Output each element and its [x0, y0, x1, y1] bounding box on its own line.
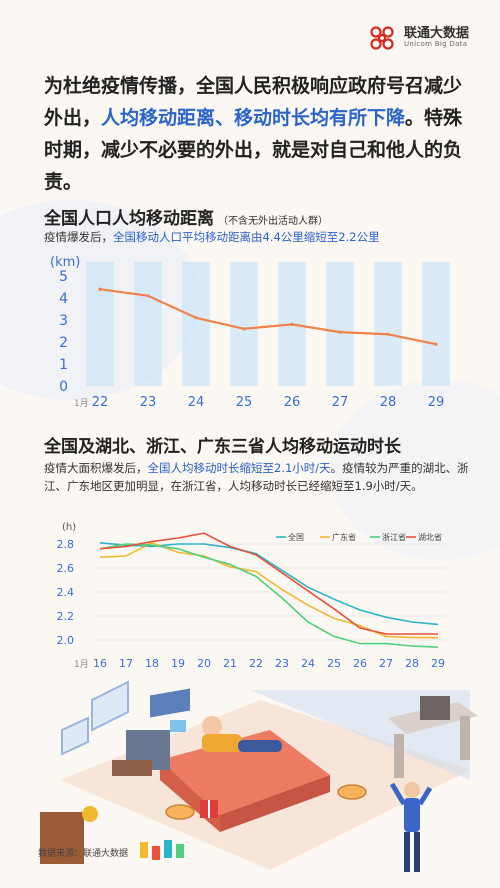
chart1-subtitle-highlight: 全国移动人口平均移动距离由4.4公里缩短至2.2公里 — [113, 230, 380, 244]
chart2-y-tick-label: 2.6 — [57, 562, 75, 575]
chart1-data-point — [146, 294, 150, 298]
chart2-legend-label: 浙江省 — [382, 532, 406, 542]
chart1-x-tick-label: 27 — [332, 395, 349, 410]
chart1-subtitle-text: 疫情爆发后， — [44, 230, 113, 244]
chart1-data-point — [242, 327, 246, 331]
chart1-y-axis-label: (km) — [50, 255, 80, 270]
unicom-logo-icon — [370, 26, 394, 50]
logo-name-cn: 联通大数据 — [404, 26, 470, 41]
cups-icon — [140, 840, 184, 860]
chart2-series-line — [99, 543, 439, 648]
chart2-legend-label: 湖北省 — [418, 532, 442, 542]
chart1-x-tick-label: 26 — [284, 395, 301, 410]
chart1-x-prefix: 1月 — [74, 398, 89, 409]
chart1-title-text: 全国人口人均移动距离 — [44, 209, 214, 229]
intro-paragraph: 为杜绝疫情传播，全国人民积极响应政府号召减少外出，人均移动距离、移动时长均有所下… — [44, 70, 474, 198]
chart2-y-axis-label: (h) — [62, 522, 76, 533]
chart2-x-tick-label: 22 — [249, 657, 263, 670]
chart2-subtitle: 疫情大面积爆发后，全国人均移动时长缩短至2.1小时/天。疫情较为严重的湖北、浙江… — [44, 459, 474, 495]
chart2-x-tick-label: 16 — [93, 657, 107, 670]
chart2-legend-label: 广东省 — [332, 532, 356, 542]
chart1-y-tick-label: 0 — [59, 379, 68, 395]
picture-frame-icon — [61, 680, 129, 756]
chart2-legend-label: 全国 — [288, 532, 304, 542]
intro-text: 为杜绝疫情传播，全国人民积极响应政府号召减少外出， — [44, 75, 463, 129]
chart2-x-tick-label: 26 — [353, 657, 367, 670]
data-source: 数据来源：联通大数据 — [38, 846, 128, 859]
chart1-data-point — [290, 322, 294, 326]
chart2-x-tick-label: 23 — [275, 657, 289, 670]
chart2-subtitle-highlight: 全国人均移动时长缩短至2.1小时/天 — [147, 461, 331, 475]
chart2-x-tick-label: 19 — [171, 657, 185, 670]
chart1-background-bar — [134, 262, 162, 386]
chart2-y-tick-label: 2.8 — [57, 538, 75, 551]
chart2-x-tick-label: 27 — [379, 657, 393, 670]
person-on-bed-icon — [170, 716, 282, 752]
chart2-y-tick-label: 2.4 — [57, 586, 75, 599]
intro-highlight: 人均移动距离、移动时长均有所下降 — [101, 107, 406, 129]
chart2-x-tick-label: 24 — [301, 657, 315, 670]
chart1-background-bar — [374, 262, 402, 386]
chart2-y-tick-label: 2.2 — [57, 610, 75, 623]
background-blob — [330, 380, 500, 560]
phone-icon — [170, 720, 186, 732]
chart1-y-tick-label: 2 — [59, 335, 68, 351]
chart2-series-line — [99, 541, 438, 639]
pizza-icon — [165, 784, 367, 820]
chart1-y-tick-label: 3 — [59, 313, 68, 329]
gift-box-icon — [200, 800, 218, 818]
desk-icon — [388, 696, 478, 778]
chart1-x-tick-label: 22 — [92, 395, 109, 410]
chart1-title-note: （不含无外出活动人群） — [218, 216, 328, 227]
chart2-x-tick-label: 18 — [145, 657, 159, 670]
intro-text: 。特殊时期，减少不必要的外出，就是对自己和他人的负责。 — [44, 107, 463, 193]
chart1-background-bar — [230, 262, 258, 386]
chart2-y-tick-label: 2.0 — [57, 634, 75, 647]
logo-name-en: Unicom Big Data — [404, 40, 468, 49]
chart2-x-tick-label: 17 — [119, 657, 133, 670]
chart2-title: 全国及湖北、浙江、广东三省人均移动运动时长 — [44, 437, 401, 457]
data-source-label: 数据来源： — [38, 849, 84, 859]
chart2-x-tick-label: 29 — [431, 657, 445, 670]
chart1-y-tick-label: 1 — [59, 357, 68, 373]
data-source-value: 联通大数据 — [83, 849, 129, 859]
chart1-data-point — [98, 287, 102, 291]
chart1-data-point — [338, 330, 342, 334]
chart1-background-bar — [86, 262, 114, 386]
cabinet-icon — [40, 806, 98, 864]
lamp-icon — [82, 806, 98, 822]
chart1-y-tick-label: 5 — [59, 269, 68, 285]
chart2-x-tick-label: 28 — [405, 657, 419, 670]
chart2-series-line — [99, 532, 438, 635]
chart1-x-tick-label: 24 — [188, 395, 205, 410]
tv-icon — [112, 730, 170, 776]
chart1-data-point — [434, 342, 438, 346]
chart1-title: 全国人口人均移动距离 （不含无外出活动人群） — [44, 204, 328, 229]
chart1-x-tick-label: 29 — [428, 395, 445, 410]
chart2-x-tick-label: 21 — [223, 657, 237, 670]
chart2-x-tick-label: 25 — [327, 657, 341, 670]
chart1-subtitle: 疫情爆发后，全国移动人口平均移动距离由4.4公里缩短至2.2公里 — [44, 229, 380, 245]
chart1-data-point — [194, 316, 198, 320]
chart1-series-line — [99, 288, 437, 346]
chart1-x-tick-label: 28 — [380, 395, 397, 410]
chart2-subtitle-text: 。疫情较为严重的湖北、浙江、广东地区更加明显，在浙江省，人均移动时长已经缩短至1… — [44, 461, 469, 493]
logo: 联通大数据 Unicom Big Data — [366, 22, 469, 54]
chart1-data-point — [386, 332, 390, 336]
chart1-background-bar — [422, 262, 450, 386]
chart2-x-tick-label: 20 — [197, 657, 211, 670]
chart1-x-tick-label: 25 — [236, 395, 253, 410]
monitor-icon — [420, 696, 450, 720]
chart1-background-bar — [326, 262, 354, 386]
dancing-person-icon — [389, 782, 433, 872]
chart2-subtitle-text: 疫情大面积爆发后， — [44, 461, 148, 475]
chart1-background-bar — [182, 262, 210, 386]
chart1-y-tick-label: 4 — [59, 291, 68, 307]
chart1-x-tick-label: 23 — [140, 395, 157, 410]
chart2-x-prefix: 1月 — [74, 659, 89, 670]
